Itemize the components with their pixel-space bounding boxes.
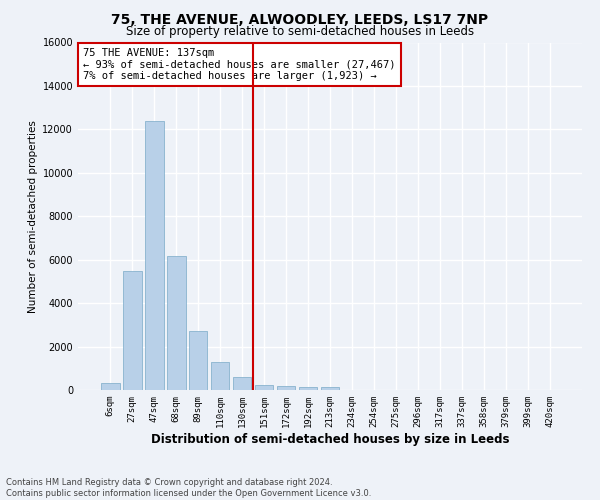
Bar bbox=[211, 362, 229, 390]
X-axis label: Distribution of semi-detached houses by size in Leeds: Distribution of semi-detached houses by … bbox=[151, 432, 509, 446]
Text: Size of property relative to semi-detached houses in Leeds: Size of property relative to semi-detach… bbox=[126, 25, 474, 38]
Bar bbox=[167, 256, 185, 390]
Bar bbox=[255, 384, 274, 390]
Bar bbox=[145, 120, 164, 390]
Bar bbox=[277, 386, 295, 390]
Text: Contains HM Land Registry data © Crown copyright and database right 2024.
Contai: Contains HM Land Registry data © Crown c… bbox=[6, 478, 371, 498]
Bar bbox=[189, 332, 208, 390]
Y-axis label: Number of semi-detached properties: Number of semi-detached properties bbox=[28, 120, 38, 312]
Text: 75 THE AVENUE: 137sqm
← 93% of semi-detached houses are smaller (27,467)
7% of s: 75 THE AVENUE: 137sqm ← 93% of semi-deta… bbox=[83, 48, 395, 81]
Text: 75, THE AVENUE, ALWOODLEY, LEEDS, LS17 7NP: 75, THE AVENUE, ALWOODLEY, LEEDS, LS17 7… bbox=[112, 12, 488, 26]
Bar bbox=[101, 384, 119, 390]
Bar bbox=[123, 270, 142, 390]
Bar bbox=[233, 377, 251, 390]
Bar bbox=[299, 386, 317, 390]
Bar bbox=[320, 388, 340, 390]
